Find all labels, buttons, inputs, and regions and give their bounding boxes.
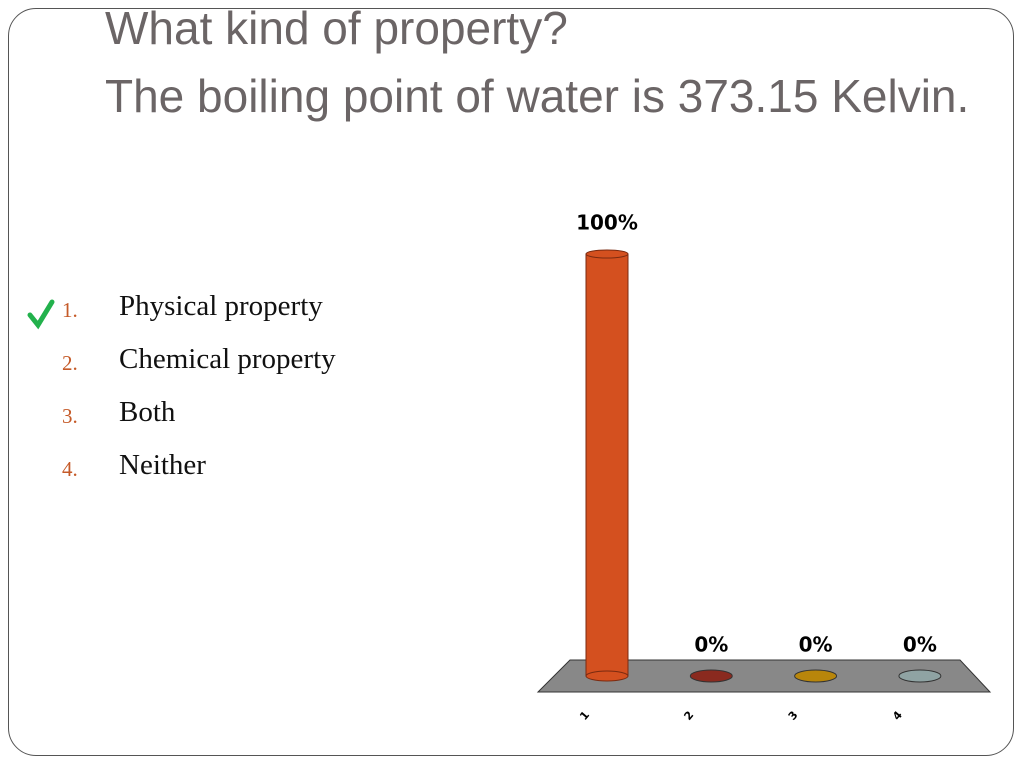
option-number: 1. — [62, 298, 78, 322]
option-text: Chemical property — [119, 343, 336, 375]
bar — [794, 669, 838, 683]
bar — [585, 253, 629, 677]
slide-frame — [8, 8, 1014, 756]
x-tick-label: 1 — [577, 709, 592, 723]
value-label: 0% — [799, 633, 833, 657]
value-label: 100% — [576, 211, 638, 235]
title-line: What kind of property? — [105, 2, 568, 54]
value-label: 0% — [903, 633, 937, 657]
option-number: 2. — [62, 351, 78, 375]
title-line: The boiling point of water is 373.15 Kel… — [105, 70, 970, 122]
x-tick-label: 3 — [786, 709, 801, 723]
x-tick-label: 4 — [890, 708, 905, 722]
bar — [898, 669, 942, 683]
slide-title: What kind of property? The boiling point… — [105, 0, 985, 130]
correct-check — [27, 299, 55, 330]
option-text: Physical property — [119, 290, 323, 322]
bar-bottom — [585, 670, 629, 682]
value-label: 0% — [694, 633, 728, 657]
x-tick-label: 2 — [681, 709, 696, 723]
option-number: 3. — [62, 404, 78, 428]
bar-top — [585, 249, 629, 259]
option-text: Neither — [119, 449, 206, 481]
option-text: Both — [119, 396, 176, 428]
option-number: 4. — [62, 457, 78, 481]
chart-floor — [536, 659, 992, 693]
bar — [689, 669, 733, 683]
